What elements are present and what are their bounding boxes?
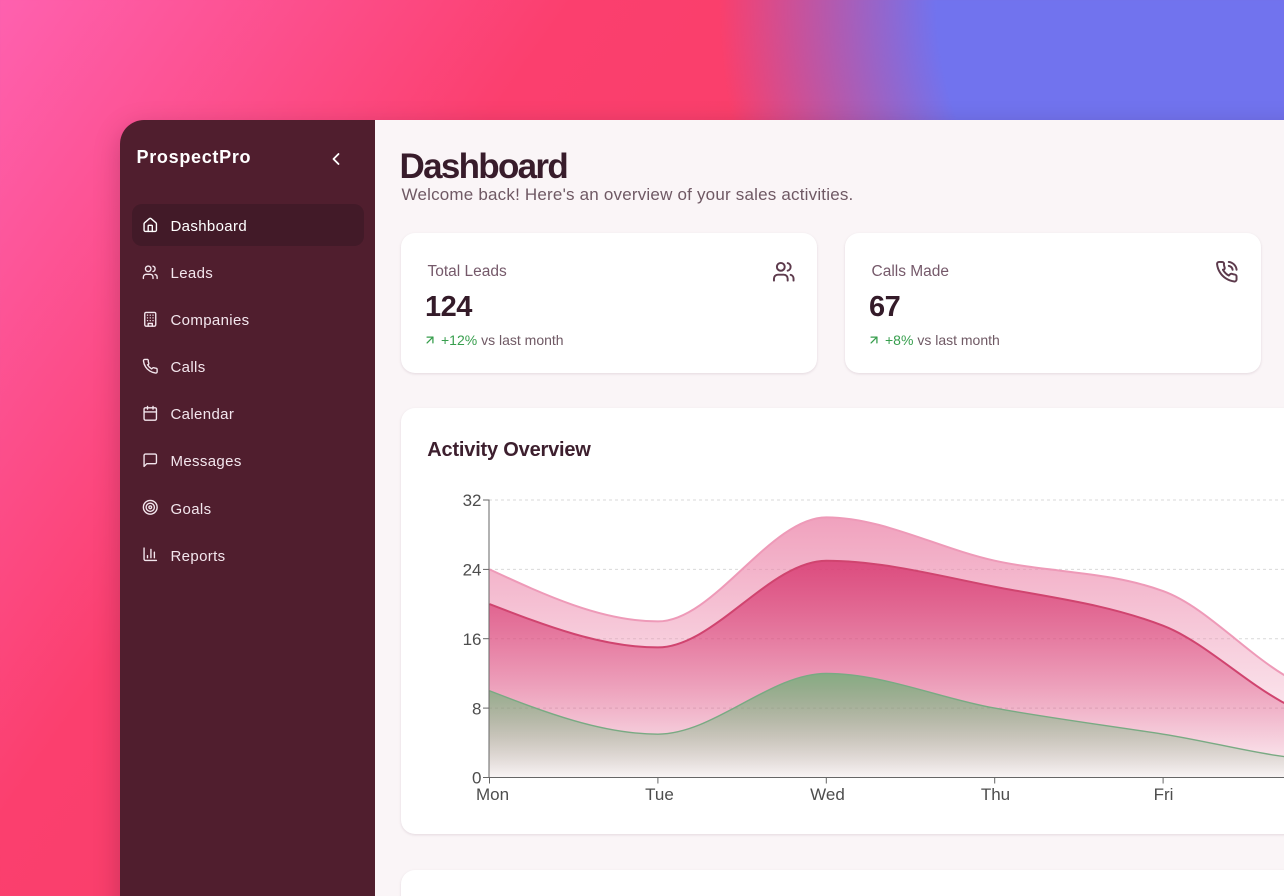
svg-text:32: 32 [462,491,481,510]
svg-text:Wed: Wed [810,785,845,804]
svg-text:0: 0 [472,769,481,788]
svg-text:8: 8 [472,699,481,718]
svg-text:Thu: Thu [980,785,1009,804]
svg-text:16: 16 [462,630,481,649]
svg-text:24: 24 [462,561,481,580]
svg-text:Mon: Mon [475,785,508,804]
svg-text:Tue: Tue [645,785,674,804]
svg-text:Fri: Fri [1153,785,1173,804]
